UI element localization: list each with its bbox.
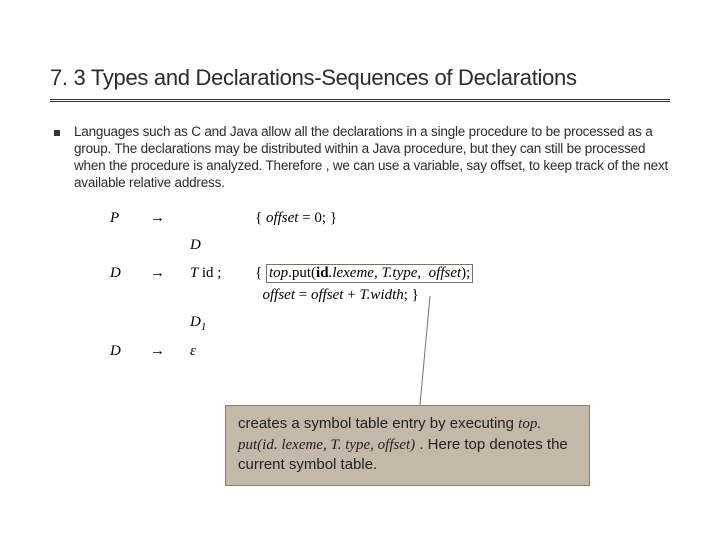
grammar-row-3: D → ε: [110, 343, 670, 360]
callout-box: creates a symbol table entry by executin…: [225, 405, 590, 486]
production-epsilon: ε: [190, 343, 255, 360]
slide: 7. 3 Types and Declarations-Sequences of…: [0, 0, 720, 400]
close-paren: );: [461, 265, 470, 281]
highlighted-call: top.put(id.lexeme, T.type, , offsetoffse…: [266, 264, 473, 283]
t-width: T.width: [359, 287, 403, 303]
grammar-row-1: P → { offset = 0; }: [110, 210, 670, 227]
semantic-action: { offset = 0; }: [255, 210, 337, 227]
grammar-row-2: D → T id ; { top.put(id.lexeme, T.type, …: [110, 264, 670, 283]
semantic-action: { top.put(id.lexeme, T.type, , offsetoff…: [255, 264, 473, 283]
eq: =: [299, 287, 311, 303]
arrow-icon: →: [150, 210, 190, 227]
bullet-marker-icon: [54, 130, 60, 136]
var-offset: offset: [263, 287, 296, 303]
lhs: P: [110, 210, 150, 227]
grammar-row-2-line2: offset = offset + T.width; }: [110, 287, 670, 304]
bullet-text: Languages such as C and Java allow all t…: [74, 124, 670, 192]
brace-open: {: [255, 210, 266, 226]
grammar-figure: P → { offset = 0; } D D → T id ; { top.p…: [110, 210, 670, 360]
arrow-icon: →: [150, 265, 190, 282]
action-tail: = 0; }: [298, 210, 337, 226]
production: T id ;: [190, 265, 255, 282]
production: D: [190, 237, 255, 254]
semantic-action-line2: offset = offset + T.width; }: [255, 287, 419, 304]
bullet-item: Languages such as C and Java allow all t…: [50, 124, 670, 192]
t-type: T.type: [381, 265, 417, 281]
subscript: 1: [201, 321, 207, 333]
production: D1: [190, 314, 255, 333]
id: id: [316, 265, 329, 281]
brace-close: ; }: [404, 287, 419, 303]
callout-text-1: creates a symbol table entry by executin…: [238, 415, 518, 432]
brace-open: {: [255, 265, 266, 281]
var-top: top: [269, 265, 288, 281]
plus: +: [343, 287, 359, 303]
slide-title: 7. 3 Types and Declarations-Sequences of…: [50, 65, 670, 102]
lhs: D: [110, 343, 150, 360]
var-offset: offset: [311, 287, 344, 303]
grammar-row-1b: D: [110, 237, 670, 254]
lexeme: .lexeme,: [329, 265, 382, 281]
offset-arg: , , offsetoffset: [417, 265, 461, 281]
var-offset: offset: [266, 210, 299, 226]
grammar-row-2b: D1: [110, 314, 670, 333]
dot-put: .put(: [288, 265, 316, 281]
lhs: D: [110, 265, 150, 282]
arrow-icon: →: [150, 343, 190, 360]
